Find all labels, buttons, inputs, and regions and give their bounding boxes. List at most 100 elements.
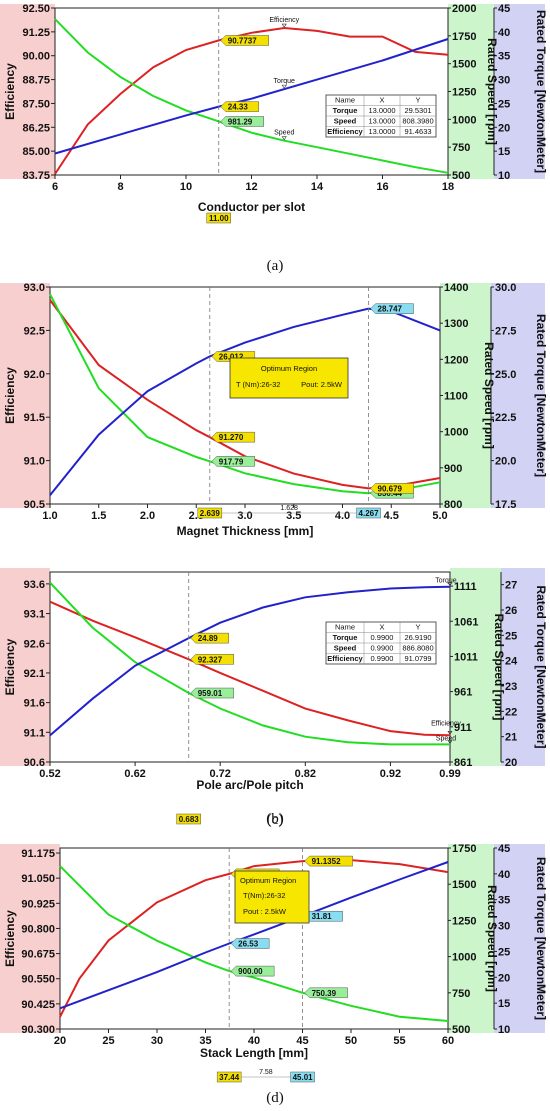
mid-tick-label: 1500 [452, 59, 476, 71]
table-cell: 91.4633 [404, 127, 431, 136]
table-cell: 886.8080 [402, 644, 433, 653]
x-tick-label: 0.62 [124, 768, 145, 780]
right-tick-label: 10 [498, 1024, 510, 1036]
left-tick-label: 92.6 [24, 638, 45, 650]
torque-series-label: Torque [435, 578, 457, 585]
x-tick-label: 20 [54, 1035, 66, 1047]
table-cell: Efficiency [327, 127, 363, 136]
mid-tick-label: 900 [444, 463, 462, 475]
chart-panel-1: 6 8 10 12 14 16 18 92.50 91.25 90.00 88.75 87.50 86.… [0, 3, 548, 274]
right-tick-label: 40 [498, 27, 510, 39]
x-tick-label: 0.92 [380, 768, 401, 780]
x-tick-label: 3.0 [237, 510, 252, 522]
mid-tick-label: 1100 [444, 391, 468, 403]
speed-value-tag [190, 687, 234, 699]
marker-icon [447, 582, 453, 587]
right-tick-label: 22.5 [495, 412, 516, 424]
x-tick-label: 40 [248, 1035, 260, 1047]
left-tick-label: 91.1 [24, 727, 45, 739]
optimum-region-note: Optimum Region T (Nm):26-32 Pout: 2.5kW [229, 357, 349, 399]
left-tick-label: 90.00 [22, 51, 50, 63]
note-torque-range: T (Nm):26-32 [236, 380, 280, 389]
torque-value-text: 26.012 [219, 352, 244, 361]
x-tick-label: 0.52 [39, 768, 60, 780]
chart-panel-3: 0.52 0.62 0.72 0.82 0.92 0.99 93.6 93.1 92.6 92.1… [0, 568, 548, 828]
note-title: Optimum Region [261, 364, 317, 373]
cursor-value-text: 45.01 [293, 1073, 314, 1082]
panel-caption: (a) [267, 258, 284, 274]
right-tick-label: 25.0 [495, 369, 516, 381]
marker-icon [447, 730, 453, 735]
table-cell: 13.0000 [368, 106, 395, 115]
x-tick-label: 4.0 [335, 510, 350, 522]
x-axis-title: Magnet Thickness [mm] [177, 524, 314, 538]
table-cell: 0.9900 [371, 654, 394, 663]
cursor-delta-text: 1.628 [280, 505, 298, 512]
readout-table: Name X Y Torque 0.9900 26.9190 Speed 0.9900 886.… [325, 621, 437, 665]
mid-tick-label: 1061 [454, 616, 478, 628]
right-tick-label: 27.5 [495, 325, 516, 337]
right-axis-band [494, 4, 545, 179]
table-cell: Speed [334, 117, 357, 126]
table-cell: 0.9900 [371, 633, 394, 642]
left-tick-label: 83.75 [22, 170, 50, 182]
left-axis-title: Efficiency [3, 910, 17, 967]
left-tick-label: 87.50 [22, 98, 50, 110]
efficiency-series-line [59, 859, 449, 1018]
right-tick-label: 24 [505, 656, 518, 668]
torque-value-text: 26.53 [238, 940, 259, 949]
panel-caption: (b) [266, 811, 284, 827]
torque-value-text: 24.89 [198, 634, 219, 643]
x-tick-label: 25 [102, 1035, 114, 1047]
table-header-cell: X [379, 96, 384, 105]
table-cell: 808.3980 [402, 117, 433, 126]
mid-axis-band [440, 283, 491, 508]
mid-tick-label: 1250 [452, 87, 476, 99]
speed-value-text: 750.39 [312, 989, 337, 998]
mid-axis-band [448, 4, 494, 179]
right-tick-label: 27 [505, 580, 517, 592]
mid-tick-label: 861 [454, 757, 472, 769]
left-axis-band [0, 844, 60, 1033]
left-tick-label: 90.425 [21, 999, 55, 1011]
right-tick-label: 10 [498, 170, 510, 182]
note-box [234, 870, 310, 924]
efficiency-value-text: 92.327 [198, 655, 223, 664]
right-axis-title: Rated Torque [NewtonMeter] [534, 10, 548, 173]
left-tick-label: 91.050 [21, 873, 55, 885]
mid-tick-label: 2000 [452, 3, 476, 15]
table-header-cell: X [379, 623, 384, 632]
note-power: Pout : 2.5kW [243, 907, 287, 916]
right-tick-label: 17.5 [495, 499, 516, 511]
note-torque-range: T(Nm):26-32 [243, 891, 286, 900]
speed-value-text: 900.00 [238, 967, 263, 976]
efficiency-value-tag [211, 431, 256, 443]
right-axis-title: Rated Torque [NewtonMeter] [534, 585, 548, 748]
speed-value-text: 959.01 [198, 689, 223, 698]
x-axis-title: Pole arc/Pole pitch [196, 778, 303, 792]
left-tick-label: 93.0 [24, 282, 45, 294]
torque-value-tag [190, 632, 229, 644]
x-tick-label: 45 [296, 1035, 308, 1047]
note-power: Pout: 2.5kW [301, 380, 343, 389]
mid-axis-band [450, 568, 501, 766]
table-header-cell: Name [335, 96, 355, 105]
note-title: Optimum Region [240, 876, 296, 885]
note-box [229, 357, 349, 399]
right-axis-band [494, 844, 545, 1033]
mid-tick-label: 500 [452, 170, 470, 182]
right-tick-label: 15 [498, 998, 510, 1010]
table-cell: Efficiency [327, 654, 363, 663]
speed-value-tag [230, 965, 275, 977]
mid-tick-label: 750 [452, 142, 470, 154]
right-tick-label: 22 [505, 706, 517, 718]
left-tick-label: 91.25 [22, 27, 50, 39]
left-tick-label: 91.0 [24, 456, 45, 468]
left-axis-title: Efficiency [3, 63, 17, 120]
table-cell: Speed [334, 644, 357, 653]
left-tick-label: 90.675 [21, 949, 55, 961]
efficiency-series-label: Efficiency [431, 720, 461, 727]
left-tick-label: 91.6 [24, 698, 45, 710]
table-cell: Torque [333, 633, 358, 642]
right-tick-label: 35 [498, 895, 510, 907]
